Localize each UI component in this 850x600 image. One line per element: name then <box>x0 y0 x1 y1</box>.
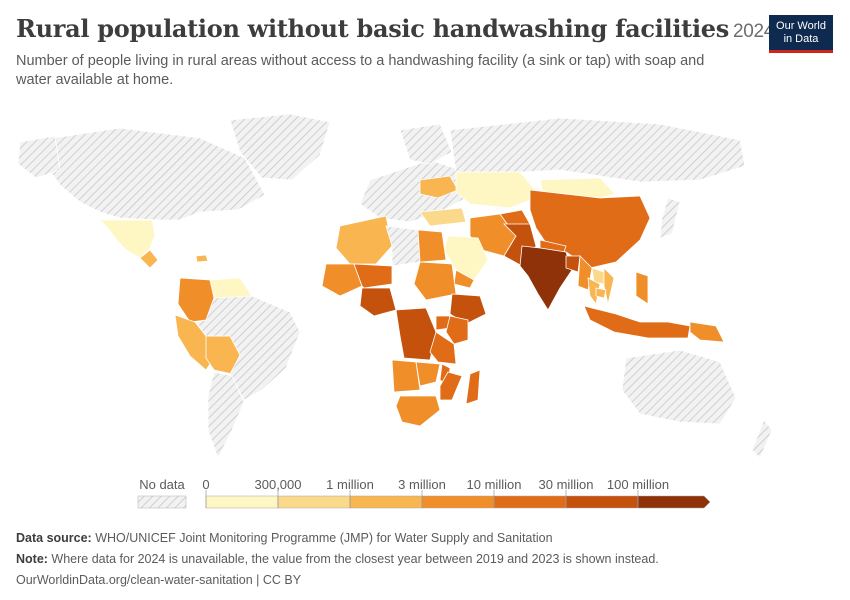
owid-logo[interactable]: Our World in Data <box>769 15 833 53</box>
region-canada-usa[interactable] <box>39 127 266 221</box>
legend-bins: 0 300,000 1 million 3 million 10 million 30 m… <box>202 477 711 509</box>
region-australia[interactable] <box>621 349 737 425</box>
footer-note: Note: Where data for 2024 is unavailable… <box>16 552 659 566</box>
map-regions <box>17 113 773 460</box>
region-alaska[interactable] <box>17 135 61 179</box>
region-yemen[interactable] <box>453 269 475 289</box>
region-zambia[interactable] <box>415 361 441 387</box>
legend-bin-0[interactable] <box>205 495 279 509</box>
region-libya[interactable] <box>385 225 421 267</box>
region-papua-new-guinea[interactable] <box>689 321 725 343</box>
legend-bin-6[interactable] <box>637 495 711 509</box>
region-nigeria[interactable] <box>359 287 397 317</box>
region-dr-congo[interactable] <box>395 307 437 361</box>
footer-link[interactable]: OurWorldinData.org/clean-water-sanitatio… <box>16 573 302 587</box>
region-new-zealand[interactable] <box>751 419 773 459</box>
world-map <box>17 113 773 460</box>
legend-threshold-label-2: 1 million <box>326 477 374 492</box>
region-madagascar[interactable] <box>465 369 481 405</box>
chart-subtitle: Number of people living in rural areas w… <box>16 53 705 88</box>
title-text: Rural population without basic handwashi… <box>16 14 729 43</box>
region-kazakhstan[interactable] <box>455 171 541 209</box>
region-greenland[interactable] <box>229 113 331 181</box>
region-tanzania[interactable] <box>429 331 457 365</box>
region-turkey[interactable] <box>419 207 467 227</box>
region-angola[interactable] <box>391 359 421 393</box>
legend-no-data-swatch <box>137 495 187 509</box>
footer: Data source: WHO/UNICEF Joint Monitoring… <box>16 528 659 591</box>
legend-no-data-label: No data <box>139 477 185 492</box>
legend-threshold-label-0: 0 <box>202 477 209 492</box>
legend-threshold-label-6: 100 million <box>607 477 669 492</box>
region-ukraine[interactable] <box>419 175 459 199</box>
title-year: 2024 <box>732 21 775 42</box>
legend-threshold-label-5: 30 million <box>539 477 594 492</box>
region-kenya[interactable] <box>445 315 469 345</box>
region-scandinavia[interactable] <box>399 123 453 165</box>
legend-bin-2[interactable] <box>349 495 423 509</box>
legend-bin-1[interactable] <box>277 495 351 509</box>
region-vietnam[interactable] <box>603 267 615 305</box>
legend-bin-3[interactable] <box>421 495 495 509</box>
chart-title: Rural population without basic handwashi… <box>16 14 774 43</box>
region-cambodia[interactable] <box>595 287 607 299</box>
region-ethiopia[interactable] <box>449 293 487 325</box>
region-philippines[interactable] <box>635 271 649 305</box>
legend-threshold-label-4: 10 million <box>467 477 522 492</box>
region-haiti[interactable] <box>195 254 209 263</box>
region-thailand[interactable] <box>587 277 601 305</box>
region-niger[interactable] <box>353 263 393 289</box>
region-bangladesh[interactable] <box>565 255 581 273</box>
legend-bin-5[interactable] <box>565 495 639 509</box>
region-mali[interactable] <box>321 263 363 297</box>
footer-source: Data source: WHO/UNICEF Joint Monitoring… <box>16 531 553 545</box>
region-japan[interactable] <box>659 197 681 239</box>
legend-bin-4[interactable] <box>493 495 567 509</box>
region-southern-cone[interactable] <box>207 371 245 460</box>
region-sudan[interactable] <box>413 261 457 301</box>
map-legend: No data 0 300,000 1 million 3 million 10 mil… <box>137 477 711 509</box>
region-guatemala[interactable] <box>139 249 159 269</box>
region-south-africa[interactable] <box>395 395 441 427</box>
region-algeria[interactable] <box>335 215 393 265</box>
region-india[interactable] <box>519 245 573 311</box>
region-egypt[interactable] <box>417 229 447 263</box>
region-indonesia[interactable] <box>583 305 691 339</box>
logo-line-2: in Data <box>783 33 819 45</box>
logo-line-1: Our World <box>776 20 826 32</box>
region-mozambique[interactable] <box>439 371 463 401</box>
legend-threshold-label-3: 3 million <box>398 477 446 492</box>
legend-threshold-label-1: 300,000 <box>255 477 302 492</box>
